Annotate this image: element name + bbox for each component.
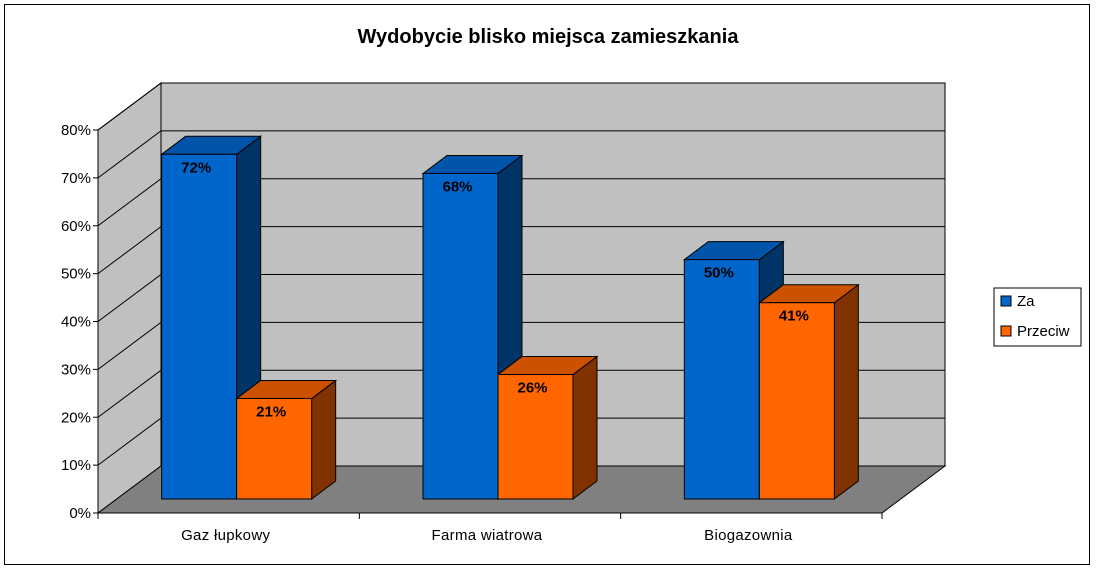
- gridline: [97, 417, 945, 466]
- gridline: [97, 178, 945, 227]
- bar-front: [497, 374, 574, 500]
- x-category-label: Gaz łupkowy: [181, 527, 270, 544]
- bar-side: [572, 355, 598, 500]
- y-tick-label: 70%: [61, 170, 91, 187]
- gridline: [97, 82, 945, 131]
- gridline: [97, 274, 945, 322]
- bar-za-2: 68%: [421, 154, 524, 500]
- bar-przeciw-1: 21%: [235, 379, 338, 500]
- gridline: [97, 369, 945, 418]
- y-tick-label: 30%: [61, 361, 91, 378]
- data-label: 50%: [704, 265, 734, 282]
- y-tick-label: 60%: [61, 218, 91, 235]
- legend-label: Za: [1017, 293, 1035, 310]
- bar-przeciw-3: 41%: [757, 283, 860, 500]
- gridline: [97, 321, 945, 370]
- data-label: 21%: [256, 403, 286, 420]
- x-category-label: Farma wiatrowa: [432, 527, 543, 544]
- y-tick-label: 0%: [69, 505, 91, 522]
- chart-frame: Wydobycie blisko miejsca zamieszkania 0%…: [4, 4, 1090, 565]
- x-axis: Gaz łupkowy Farma wiatrowa Biogazownia: [97, 512, 883, 544]
- y-tick-label: 40%: [61, 314, 91, 331]
- y-axis: 0% 10% 20% 30% 40% 50% 60% 70% 80%: [61, 122, 99, 522]
- bars: 72% 21% 68% 26% 50% 41%: [160, 135, 860, 500]
- gridline: [97, 130, 945, 179]
- y-tick-label: 10%: [61, 457, 91, 474]
- bar-front: [236, 397, 313, 500]
- gridline: [97, 226, 945, 275]
- legend: Za Przeciw: [993, 287, 1082, 347]
- bar-side: [311, 379, 337, 500]
- legend-swatch: [1000, 295, 1012, 307]
- y-tick-label: 50%: [61, 266, 91, 283]
- bar-front: [422, 172, 499, 500]
- data-label: 68%: [442, 178, 472, 195]
- data-label: 26%: [517, 380, 547, 397]
- bar-przeciw-2: 26%: [496, 355, 599, 500]
- bar-front: [683, 259, 760, 500]
- y-tick-label: 20%: [61, 409, 91, 426]
- y-tick-label: 80%: [61, 122, 91, 139]
- data-label: 72%: [181, 159, 211, 176]
- data-label: 41%: [779, 308, 809, 325]
- chart-canvas: Wydobycie blisko miejsca zamieszkania 0%…: [61, 26, 1082, 544]
- bar-side: [833, 283, 859, 500]
- gridlines: [97, 82, 945, 466]
- bar-za-1: 72%: [160, 135, 263, 500]
- x-category-label: Biogazownia: [704, 527, 793, 544]
- legend-swatch: [1000, 325, 1012, 337]
- bar-front: [758, 302, 835, 500]
- legend-label: Przeciw: [1017, 323, 1070, 340]
- bar-front: [161, 153, 238, 500]
- chart-title: Wydobycie blisko miejsca zamieszkania: [358, 26, 740, 48]
